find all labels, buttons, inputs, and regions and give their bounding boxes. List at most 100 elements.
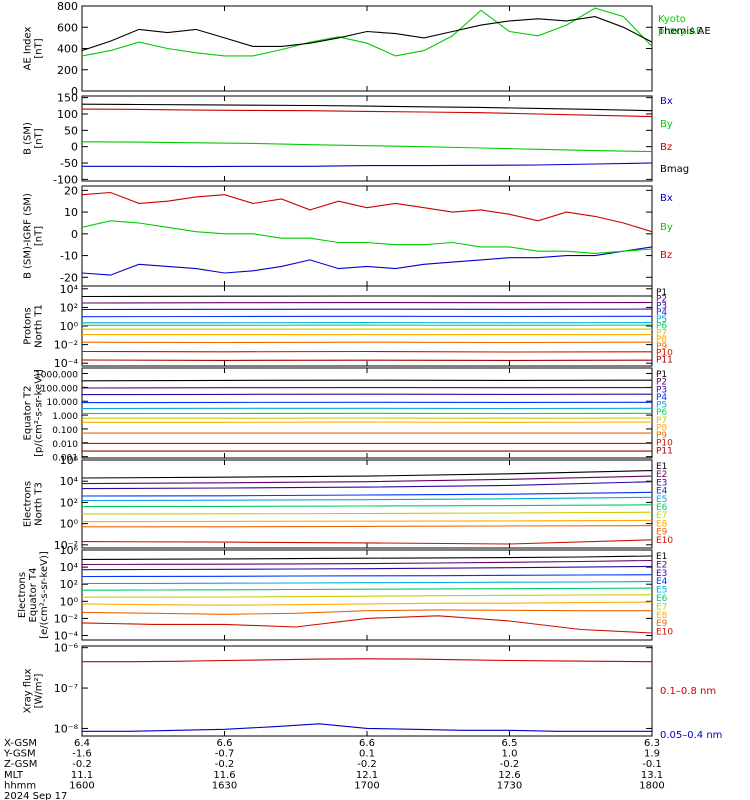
- series-layer: [82, 103, 652, 168]
- series-line-e8: [82, 601, 652, 606]
- legend-label: P11: [656, 355, 673, 365]
- legend-label: E9: [656, 528, 668, 538]
- legend-label: P7: [656, 416, 667, 426]
- y-tick-label: 10²: [60, 301, 78, 314]
- y-tick-label: 10⁴: [60, 475, 79, 488]
- legend-label: P8: [656, 335, 667, 345]
- series-line-p10: [82, 350, 652, 353]
- y-axis-label: [W/m²]: [34, 673, 45, 708]
- y-axis-label: North T1: [34, 304, 45, 348]
- panel-protons_n: 10⁻⁴ 10⁻² 10⁰ 10² 10⁴ Protons North T1 P1P2P3P4…: [23, 283, 674, 370]
- axis-row-value: 1700: [354, 780, 379, 791]
- axis-row-value: 12.1: [356, 770, 378, 781]
- axis-row-value: 11.6: [213, 770, 235, 781]
- series-layer: [82, 295, 652, 361]
- y-tick-label: 10²: [60, 496, 78, 509]
- legend-label: E10: [656, 536, 673, 546]
- legend-label: E7: [656, 511, 667, 521]
- axis-row-value: 12.6: [498, 770, 520, 781]
- y-tick-label: 10⁻⁸: [54, 722, 79, 735]
- series-line-by: [82, 141, 652, 153]
- legend-label: Bx: [660, 96, 673, 107]
- legend-label: E8: [656, 519, 668, 529]
- legend-label: P4: [656, 393, 667, 403]
- axis-row-value: 1630: [212, 780, 237, 791]
- series-line-e7: [82, 594, 652, 598]
- legend-label: proxy AE: [658, 26, 702, 37]
- axis-row-value: -1.6: [72, 749, 92, 760]
- axis-row-value: 1600: [69, 780, 94, 791]
- axis-row-value: 1730: [497, 780, 522, 791]
- legend-label: P10: [656, 439, 673, 449]
- y-tick-label: 400: [57, 43, 78, 56]
- legend-label: P8: [656, 423, 667, 433]
- series-layer: [82, 470, 652, 545]
- y-axis-label: B (SM)-IGRF (SM): [23, 193, 34, 279]
- series-line-e4: [82, 491, 652, 497]
- y-axis-label: [p/(cm²-s-sr-keV)]: [34, 369, 45, 457]
- y-axis-label: Protons: [23, 307, 34, 344]
- series-layer: [82, 7, 652, 57]
- series-line-e3: [82, 481, 652, 490]
- panel-xray: 10⁻⁸ 10⁻⁷ 10⁻⁶ Xray flux [W/m²] 0.1–0.8 nm 0.0…: [23, 642, 723, 741]
- legend-label: E1: [656, 462, 667, 472]
- legend-label: P4: [656, 308, 667, 318]
- y-tick-label: 10²: [60, 578, 78, 591]
- y-tick-label: 10⁰: [60, 320, 79, 333]
- legend-label: Themis AE: [657, 26, 711, 37]
- legend-label: E3: [656, 569, 667, 579]
- axis-row-value: -0.7: [215, 749, 235, 760]
- legend-label: E10: [656, 628, 673, 638]
- legend-label: E4: [656, 487, 668, 497]
- legend-label: E9: [656, 619, 668, 629]
- y-tick-label: 10.000: [47, 398, 79, 408]
- series-line-e9: [82, 525, 652, 528]
- bottom-axis-table: X-GSM 6.4 6.6 6.6 6.5 6.3 Y-GSM -1.6 -0.7 0.1 1.0 1…: [3, 738, 665, 800]
- y-tick-label: 10⁴: [60, 561, 79, 574]
- legend-label: P5: [656, 401, 667, 411]
- y-axis-label: [nT]: [34, 226, 45, 246]
- y-tick-label: 0: [71, 141, 78, 154]
- y-tick-label: 10⁴: [60, 283, 79, 296]
- y-axis-label: Equator T4: [28, 568, 39, 623]
- y-tick-label: 10⁶: [60, 544, 79, 557]
- legend-label: P2: [656, 378, 667, 388]
- y-axis-label: Electrons: [23, 481, 34, 527]
- legend-label: P3: [656, 385, 667, 395]
- series-line-p1: [82, 295, 652, 298]
- series-line-e6: [82, 587, 652, 591]
- legend-label: P9: [656, 342, 667, 352]
- legend-label: E7: [656, 602, 667, 612]
- y-tick-label: 10⁻⁴: [54, 357, 79, 370]
- y-tick-label: 150: [57, 92, 78, 105]
- y-tick-label: -20: [60, 271, 78, 284]
- legend-label: Bz: [660, 250, 672, 261]
- axis-row-value: -0.1: [642, 759, 662, 770]
- y-tick-label: 800: [57, 0, 78, 13]
- panel-electrons_eq: 10⁻⁴ 10⁻² 10⁰ 10² 10⁴ 10⁶ Electrons Equator T4[…: [17, 544, 673, 643]
- y-tick-label: -50: [60, 157, 78, 170]
- legend-label: P7: [656, 328, 667, 338]
- series-line-p2: [82, 301, 652, 304]
- series-line-e7: [82, 511, 652, 515]
- legend-label: P9: [656, 431, 667, 441]
- legend-label: E2: [656, 470, 667, 480]
- y-tick-label: 10⁰: [60, 595, 79, 608]
- panel-frame: [81, 645, 653, 737]
- legend-label: E1: [656, 552, 667, 562]
- y-axis-label: AE Index: [23, 26, 34, 70]
- y-tick-label: 10⁻⁶: [54, 642, 79, 655]
- legend-label: P1: [656, 370, 667, 380]
- series-line-e1: [82, 555, 652, 560]
- legend-label: E8: [656, 611, 668, 621]
- y-tick-label: 10⁶: [60, 454, 79, 467]
- axis-row-value: -0.2: [500, 759, 520, 770]
- y-tick-label: -10: [60, 250, 78, 263]
- axis-row-value: 6.3: [644, 738, 660, 749]
- legend-label: 0.05–0.4 nm: [660, 730, 722, 741]
- y-tick-label: 0: [71, 85, 78, 98]
- series-line-bz: [82, 191, 652, 233]
- axis-row-label: X-GSM: [4, 738, 37, 749]
- axis-row-value: 6.4: [74, 738, 90, 749]
